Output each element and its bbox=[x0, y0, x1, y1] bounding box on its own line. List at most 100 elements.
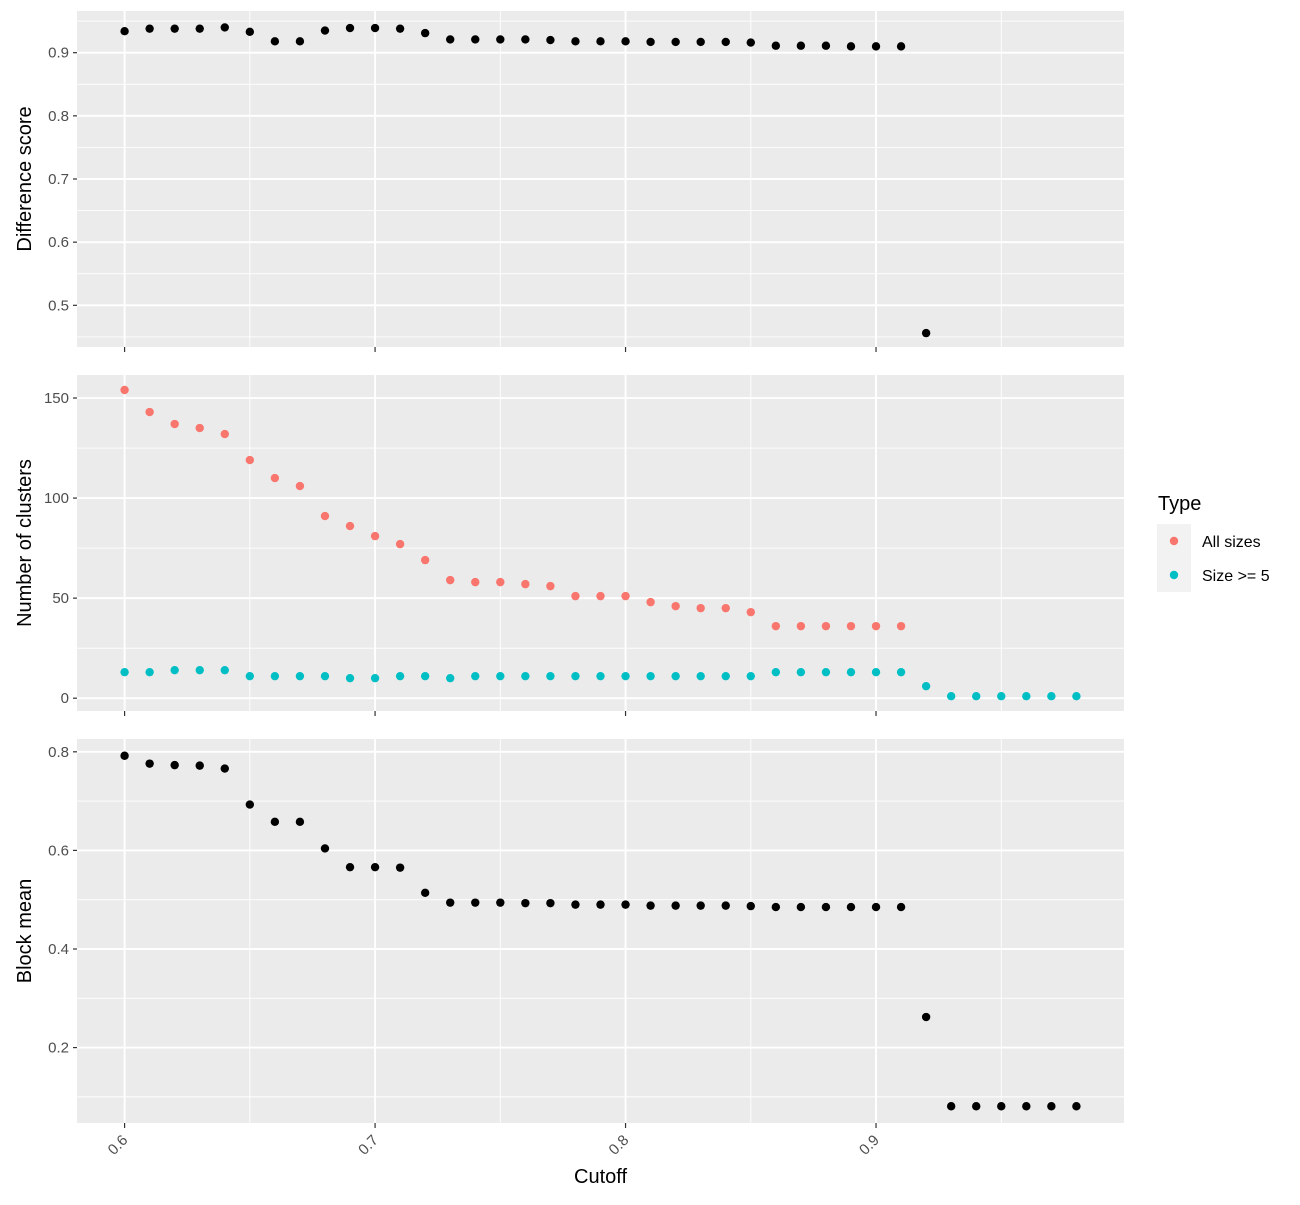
data-point bbox=[195, 761, 204, 770]
data-point bbox=[621, 37, 630, 46]
data-point bbox=[846, 621, 856, 631]
data-point bbox=[546, 581, 555, 591]
data-point bbox=[771, 667, 781, 677]
data-point bbox=[295, 481, 305, 491]
y-tick-label: 0.6 bbox=[48, 234, 69, 251]
x-tick-label: 0.8 bbox=[606, 1132, 633, 1159]
data-point bbox=[1072, 691, 1081, 701]
data-point bbox=[596, 37, 605, 46]
legend-item-label: All sizes bbox=[1202, 534, 1261, 551]
data-point bbox=[446, 35, 455, 44]
data-point bbox=[270, 473, 280, 483]
data-point bbox=[120, 751, 129, 760]
x-tick-label: 0.6 bbox=[105, 1132, 132, 1159]
panel-background bbox=[77, 375, 1124, 711]
data-point bbox=[420, 888, 430, 897]
data-point bbox=[446, 673, 455, 683]
data-point bbox=[220, 23, 229, 32]
data-point bbox=[846, 42, 856, 51]
data-point bbox=[671, 901, 680, 910]
data-point bbox=[245, 671, 255, 681]
data-point bbox=[320, 511, 330, 521]
data-point bbox=[546, 671, 555, 681]
data-point bbox=[821, 41, 831, 50]
data-point bbox=[696, 671, 705, 681]
data-point bbox=[370, 531, 380, 541]
x-tick-label: 0.7 bbox=[355, 1132, 382, 1159]
data-point bbox=[621, 591, 630, 601]
y-tick-label: 100 bbox=[44, 490, 69, 507]
data-point bbox=[496, 671, 505, 681]
data-point bbox=[796, 902, 806, 912]
data-point bbox=[1022, 691, 1031, 701]
y-tick-label: 0.4 bbox=[48, 941, 69, 958]
data-point bbox=[220, 429, 229, 439]
data-point bbox=[871, 902, 881, 912]
x-tick-label: 0.9 bbox=[856, 1132, 883, 1159]
data-point bbox=[446, 575, 455, 585]
data-point bbox=[846, 667, 856, 677]
y-tick-label: 0.6 bbox=[48, 842, 69, 859]
data-point bbox=[320, 671, 330, 681]
data-point bbox=[821, 667, 831, 677]
data-point bbox=[145, 24, 154, 33]
y-tick-label: 0 bbox=[61, 690, 69, 707]
y-tick-label: 0.5 bbox=[48, 297, 69, 314]
y-tick-label: 0.9 bbox=[48, 45, 69, 62]
data-point bbox=[320, 844, 330, 853]
data-point bbox=[671, 601, 680, 611]
data-point bbox=[871, 42, 881, 51]
data-point bbox=[921, 681, 931, 691]
data-point bbox=[496, 898, 505, 907]
data-point bbox=[245, 27, 255, 37]
y-tick-label: 0.7 bbox=[48, 171, 69, 188]
data-point bbox=[596, 900, 605, 909]
data-point bbox=[295, 671, 305, 681]
data-point bbox=[395, 24, 405, 33]
data-point bbox=[446, 898, 455, 907]
data-point bbox=[471, 35, 480, 44]
data-point bbox=[796, 41, 806, 50]
facet-panel-2: 0 50 100 150 Number of clusters bbox=[14, 375, 1124, 716]
data-point bbox=[345, 673, 355, 683]
data-point bbox=[746, 607, 755, 617]
data-point bbox=[871, 621, 881, 631]
data-point bbox=[270, 671, 280, 681]
data-point bbox=[896, 667, 906, 677]
data-point bbox=[746, 901, 755, 911]
data-point bbox=[946, 691, 956, 701]
data-point bbox=[771, 41, 781, 50]
data-point bbox=[1047, 691, 1056, 701]
data-point bbox=[571, 37, 580, 46]
data-point bbox=[671, 671, 680, 681]
data-point bbox=[471, 577, 480, 587]
y-axis-title: Block mean bbox=[14, 879, 36, 984]
data-point bbox=[571, 900, 580, 909]
legend-item-label: Size >= 5 bbox=[1202, 568, 1270, 585]
data-point bbox=[320, 26, 330, 35]
data-point bbox=[195, 24, 204, 33]
data-point bbox=[972, 1102, 981, 1111]
data-point bbox=[420, 671, 430, 681]
data-point bbox=[596, 591, 605, 601]
data-point bbox=[170, 24, 179, 33]
data-point bbox=[671, 37, 680, 47]
panel-background bbox=[77, 739, 1124, 1123]
data-point bbox=[345, 23, 355, 33]
data-point bbox=[270, 37, 280, 46]
data-point bbox=[771, 902, 781, 912]
legend-title: Type bbox=[1158, 493, 1201, 515]
y-axis-title: Number of clusters bbox=[14, 459, 36, 627]
data-point bbox=[896, 902, 906, 912]
data-point bbox=[270, 817, 280, 827]
data-point bbox=[295, 37, 305, 46]
data-point bbox=[721, 901, 730, 910]
data-point bbox=[120, 385, 129, 395]
data-point bbox=[721, 671, 730, 681]
data-point bbox=[195, 423, 204, 433]
data-point bbox=[521, 671, 530, 681]
data-point bbox=[170, 665, 179, 675]
y-axis-title: Difference score bbox=[14, 106, 36, 251]
y-tick-label: 0.2 bbox=[48, 1040, 69, 1057]
